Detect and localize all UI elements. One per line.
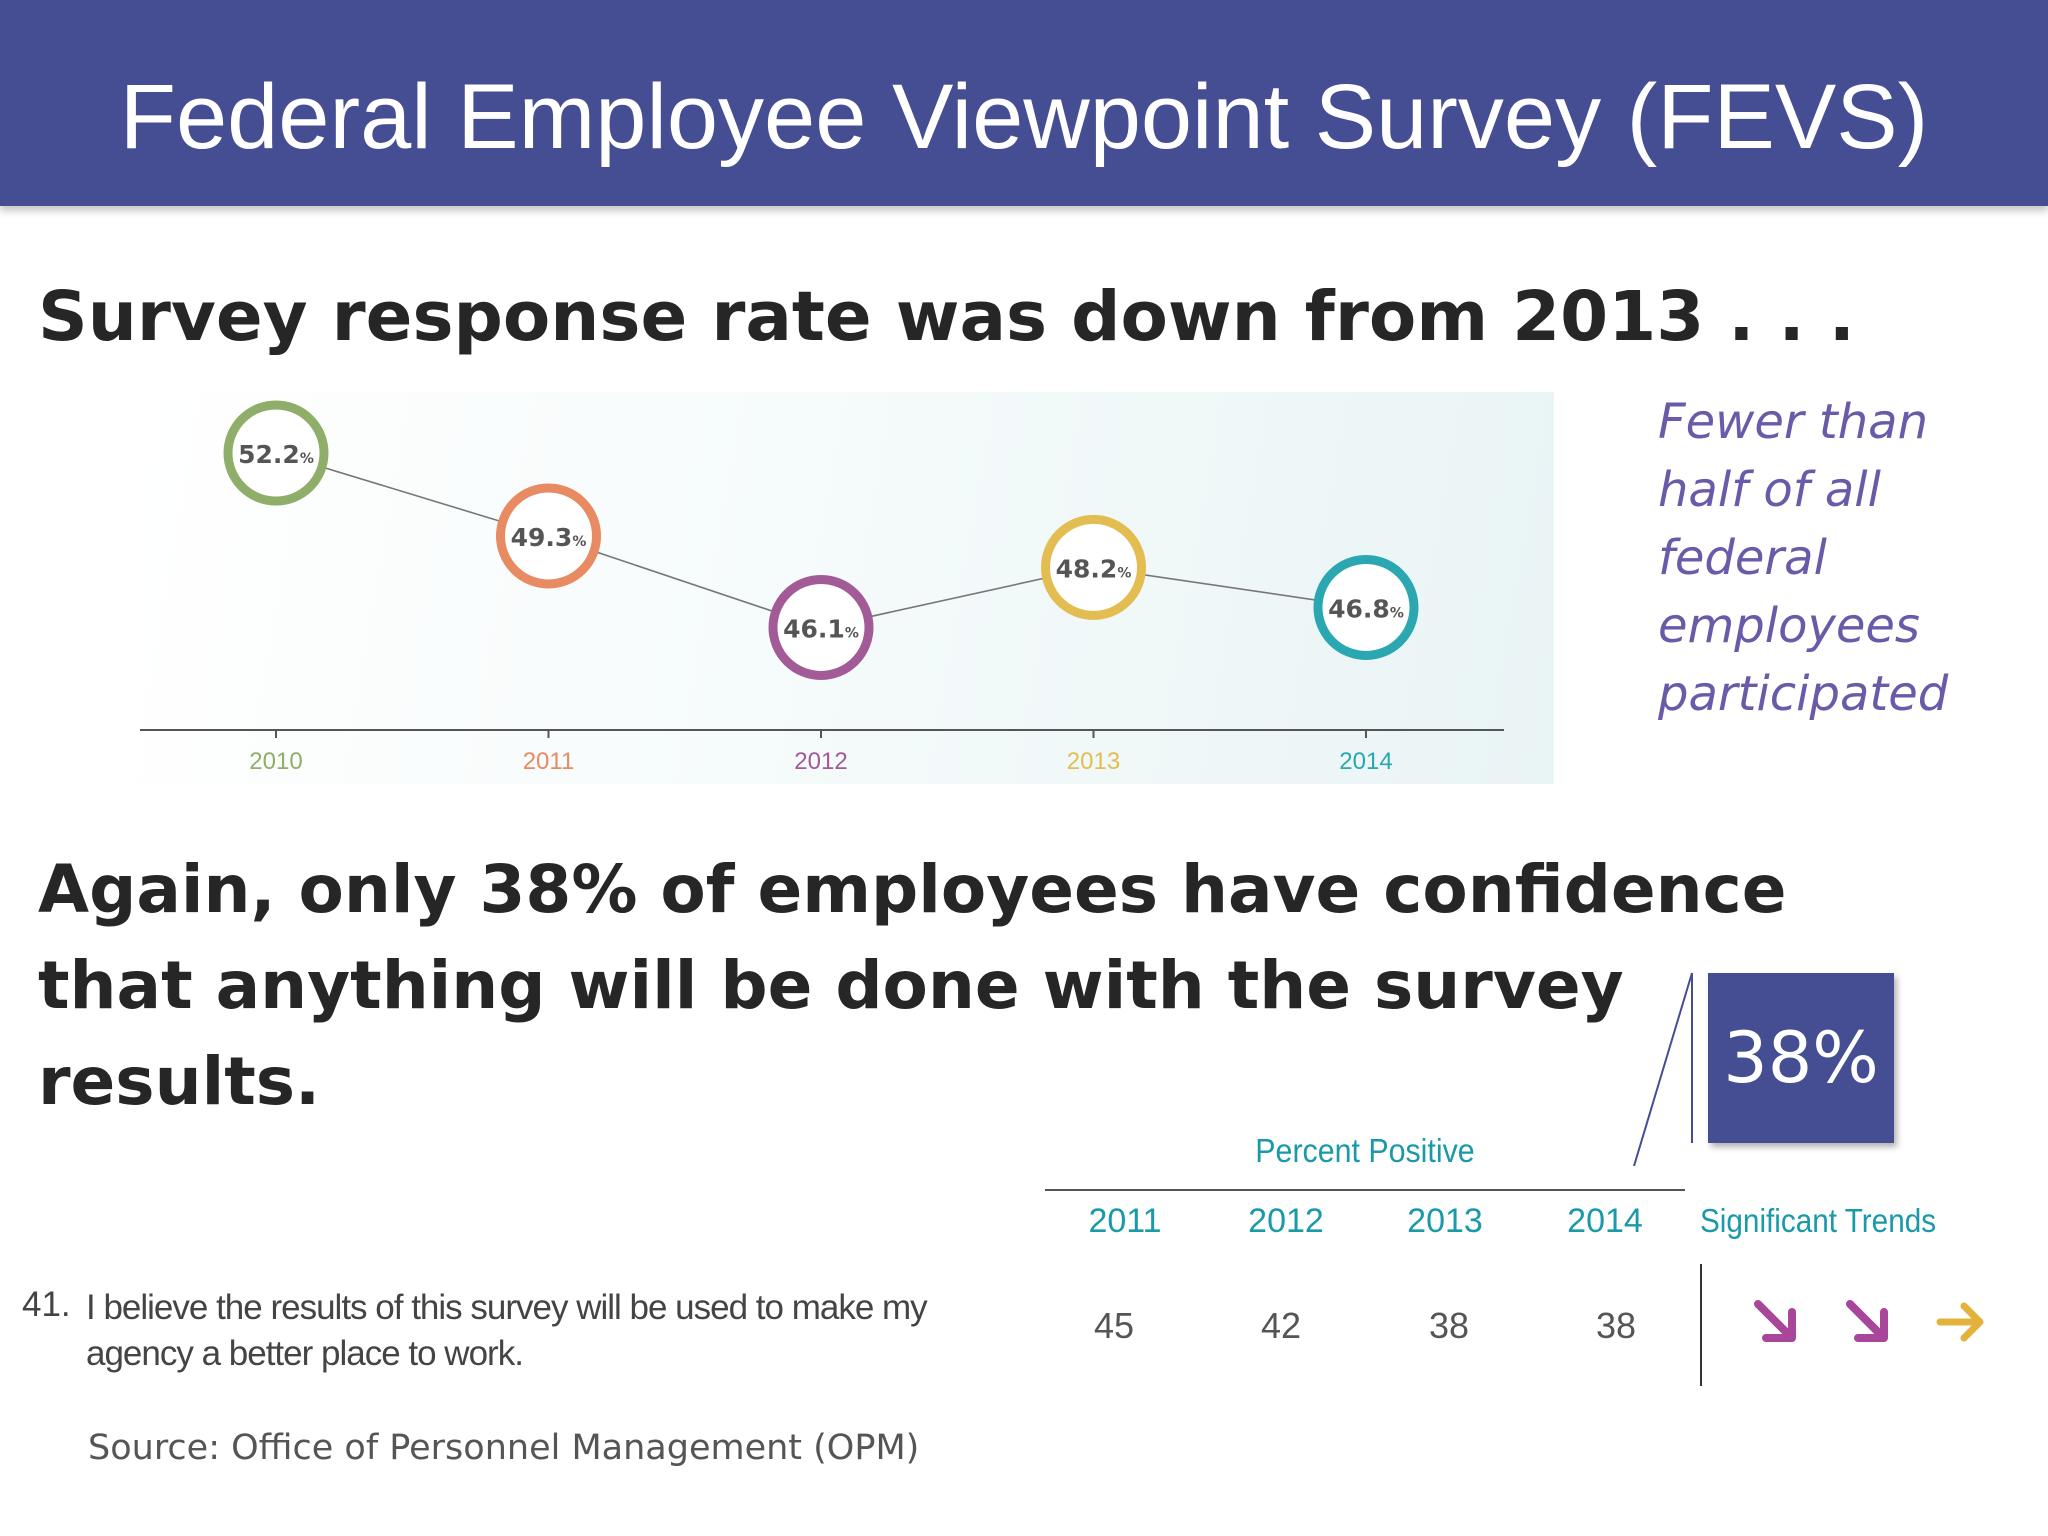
data-point-bg [496, 483, 601, 588]
data-point-bg [1041, 515, 1146, 620]
percent-positive-value: 38 [1428, 1305, 1470, 1346]
callout-badge: 38% [1708, 973, 1894, 1143]
data-point-ring [1313, 554, 1419, 660]
question-text: I believe the results of this survey wil… [86, 1288, 928, 1373]
x-tick-label: 2013 [1067, 748, 1120, 775]
year-header: 2013 [1407, 1202, 1483, 1240]
confidence-heading: Again, only 38% of employees have confid… [38, 851, 1787, 1120]
data-point-ring [1041, 514, 1146, 620]
x-tick-label: 2014 [1339, 748, 1392, 775]
percent-positive-value: 38 [1595, 1305, 1637, 1346]
response-rate-chart: 2010 52.2% 2011 49.3% 2012 46.1% 2013 48.2% 2014… [138, 392, 1554, 784]
question-number: 41. [22, 1285, 71, 1324]
arrow-down-right-icon [1846, 1300, 1888, 1342]
percent-positive-value: 42 [1260, 1305, 1302, 1346]
participation-note: Fewer than half of all federal employees… [1658, 394, 1949, 722]
x-tick-label: 2011 [523, 748, 575, 775]
x-tick-label: 2012 [794, 748, 847, 775]
percent-positive-label: Percent Positive [1255, 1132, 1475, 1169]
percent-positive-value: 45 [1093, 1305, 1135, 1346]
data-point-bg [224, 401, 328, 505]
data-point-bg [769, 575, 873, 680]
year-header: 2012 [1248, 1202, 1324, 1240]
data-point-ring [768, 574, 874, 680]
response-rate-heading: Survey response rate was down from 2013 … [38, 277, 1855, 357]
year-header: 2014 [1567, 1202, 1643, 1240]
significant-trends-label: Significant Trends [1700, 1202, 1937, 1239]
trend-divider [1700, 1264, 1702, 1386]
year-header: 2011 [1088, 1202, 1162, 1240]
table-header-rule [1045, 1189, 1685, 1191]
arrow-down-right-icon [1754, 1300, 1796, 1342]
data-point-ring [223, 400, 329, 506]
source-citation: Source: Office of Personnel Management (… [88, 1428, 920, 1468]
data-point-bg [1314, 555, 1418, 660]
x-tick-label: 2010 [249, 748, 302, 775]
arrow-right-icon [1936, 1302, 1984, 1342]
data-point-ring [496, 483, 601, 589]
response-rate-chart-svg: 201052.2%201149.3%201246.1%201348.2%2014… [140, 400, 1504, 775]
title-banner: Federal Employee Viewpoint Survey (FEVS) [0, 0, 2048, 206]
slide-title: Federal Employee Viewpoint Survey (FEVS) [119, 66, 1929, 168]
